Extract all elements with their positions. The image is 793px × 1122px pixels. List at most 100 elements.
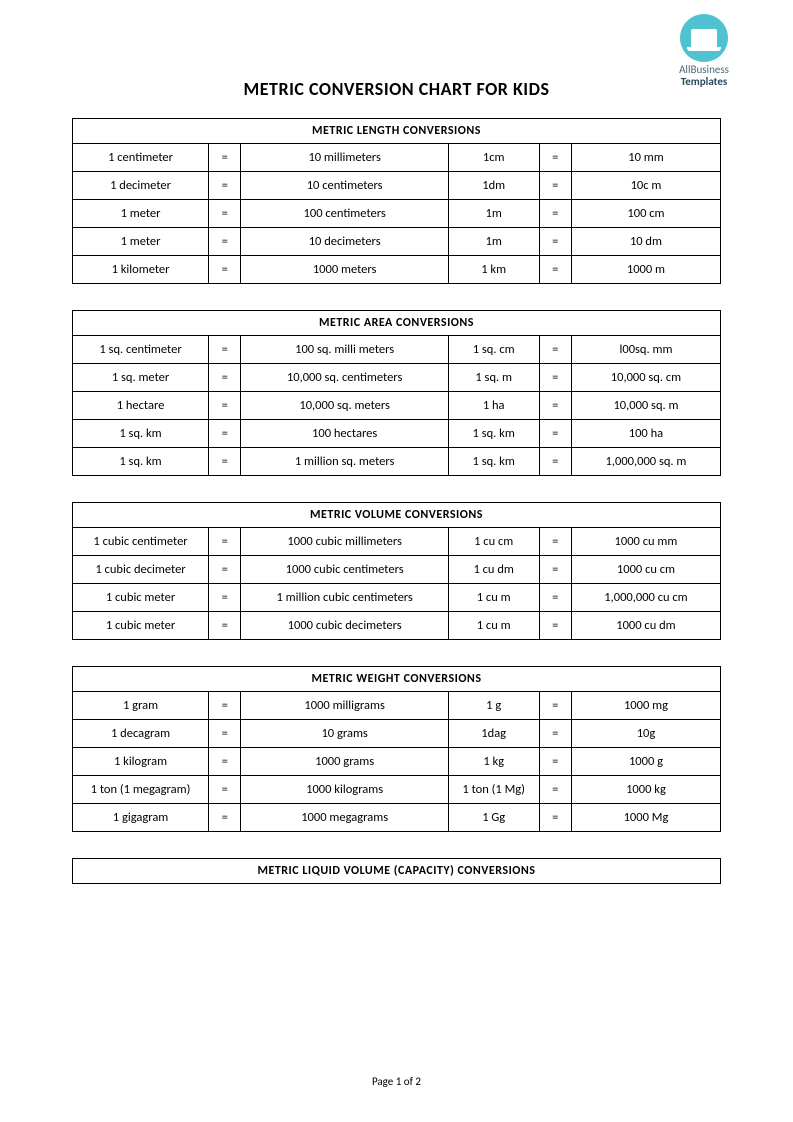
section-header: METRIC LENGTH CONVERSIONS: [73, 119, 721, 144]
unit-to: 1000 grams: [241, 748, 448, 776]
equals-sign: =: [209, 364, 241, 392]
logo-line2: Templates: [681, 75, 728, 88]
equals-sign: =: [539, 364, 571, 392]
table-row: 1 hectare=10,000 sq. meters1 ha=10,000 s…: [73, 392, 721, 420]
unit-from: 1 hectare: [73, 392, 209, 420]
equals-sign: =: [209, 172, 241, 200]
unit-to: 10 grams: [241, 720, 448, 748]
unit-from: 1 cubic meter: [73, 584, 209, 612]
abbrev-from: 1m: [448, 200, 539, 228]
abbrev-from: 1 sq. km: [448, 448, 539, 476]
abbrev-to: 10,000 sq. cm: [571, 364, 720, 392]
unit-to: 1 million cubic centimeters: [241, 584, 448, 612]
equals-sign: =: [539, 804, 571, 832]
unit-to: 10,000 sq. meters: [241, 392, 448, 420]
equals-sign: =: [209, 804, 241, 832]
equals-sign: =: [209, 256, 241, 284]
equals-sign: =: [209, 200, 241, 228]
unit-from: 1 gigagram: [73, 804, 209, 832]
equals-sign: =: [209, 584, 241, 612]
table-row: 1 kilogram=1000 grams1 kg=1000 g: [73, 748, 721, 776]
table-row: 1 gigagram=1000 megagrams1 Gg=1000 Mg: [73, 804, 721, 832]
equals-sign: =: [539, 448, 571, 476]
abbrev-to: 1000 cu cm: [571, 556, 720, 584]
unit-to: 100 centimeters: [241, 200, 448, 228]
logo-circle-icon: [680, 14, 728, 62]
unit-from: 1 kilogram: [73, 748, 209, 776]
unit-to: 100 hectares: [241, 420, 448, 448]
unit-to: 1000 meters: [241, 256, 448, 284]
equals-sign: =: [539, 720, 571, 748]
unit-to: 1 million sq. meters: [241, 448, 448, 476]
equals-sign: =: [539, 776, 571, 804]
tables-container: METRIC LENGTH CONVERSIONS1 centimeter=10…: [72, 118, 721, 884]
abbrev-to: 10g: [571, 720, 720, 748]
equals-sign: =: [209, 748, 241, 776]
table-row: 1 decagram=10 grams1dag=10g: [73, 720, 721, 748]
equals-sign: =: [539, 228, 571, 256]
unit-from: 1 sq. meter: [73, 364, 209, 392]
abbrev-from: 1 ton (1 Mg): [448, 776, 539, 804]
equals-sign: =: [539, 420, 571, 448]
table-row: 1 centimeter=10 millimeters1cm=10 mm: [73, 144, 721, 172]
abbrev-to: 1000 cu mm: [571, 528, 720, 556]
unit-from: 1 meter: [73, 200, 209, 228]
conversion-table: METRIC AREA CONVERSIONS1 sq. centimeter=…: [72, 310, 721, 476]
abbrev-to: 10,000 sq. m: [571, 392, 720, 420]
table-row: 1 cubic meter=1000 cubic decimeters1 cu …: [73, 612, 721, 640]
equals-sign: =: [209, 144, 241, 172]
unit-from: 1 meter: [73, 228, 209, 256]
abbrev-from: 1 cu m: [448, 612, 539, 640]
abbrev-to: 1000 Mg: [571, 804, 720, 832]
abbrev-to: 10 mm: [571, 144, 720, 172]
unit-to: 100 sq. milli meters: [241, 336, 448, 364]
equals-sign: =: [539, 172, 571, 200]
equals-sign: =: [539, 256, 571, 284]
conversion-table: METRIC VOLUME CONVERSIONS1 cubic centime…: [72, 502, 721, 640]
abbrev-from: 1 cu m: [448, 584, 539, 612]
abbrev-from: 1 sq. km: [448, 420, 539, 448]
section-header: METRIC WEIGHT CONVERSIONS: [73, 667, 721, 692]
equals-sign: =: [539, 748, 571, 776]
unit-from: 1 kilometer: [73, 256, 209, 284]
unit-to: 10 decimeters: [241, 228, 448, 256]
equals-sign: =: [209, 556, 241, 584]
abbrev-from: 1cm: [448, 144, 539, 172]
table-row: 1 sq. meter=10,000 sq. centimeters1 sq. …: [73, 364, 721, 392]
abbrev-from: 1 cu cm: [448, 528, 539, 556]
abbrev-from: 1 kg: [448, 748, 539, 776]
unit-to: 1000 kilograms: [241, 776, 448, 804]
unit-from: 1 sq. centimeter: [73, 336, 209, 364]
unit-to: 10 centimeters: [241, 172, 448, 200]
equals-sign: =: [209, 720, 241, 748]
unit-from: 1 gram: [73, 692, 209, 720]
equals-sign: =: [209, 692, 241, 720]
abbrev-from: 1 sq. m: [448, 364, 539, 392]
abbrev-from: 1 ha: [448, 392, 539, 420]
section-header: METRIC AREA CONVERSIONS: [73, 311, 721, 336]
equals-sign: =: [539, 584, 571, 612]
table-row: 1 ton (1 megagram) = 1000 kilograms1 ton (…: [73, 776, 721, 804]
abbrev-to: 100 cm: [571, 200, 720, 228]
table-row: 1 gram=1000 milligrams1 g=1000 mg: [73, 692, 721, 720]
unit-to: 1000 cubic millimeters: [241, 528, 448, 556]
equals-sign: =: [209, 448, 241, 476]
abbrev-to: 1000 m: [571, 256, 720, 284]
unit-from: 1 sq. km: [73, 448, 209, 476]
equals-sign: =: [209, 528, 241, 556]
equals-sign: =: [539, 392, 571, 420]
unit-from: 1 ton (1 megagram): [73, 776, 209, 804]
abbrev-from: 1 cu dm: [448, 556, 539, 584]
page-title: METRIC CONVERSION CHART FOR KIDS: [72, 78, 721, 100]
equals-sign: =: [539, 528, 571, 556]
logo-line1: AllBusiness: [679, 63, 729, 76]
page: AllBusinessTemplates METRIC CONVERSION C…: [0, 0, 793, 1122]
equals-sign: =: [209, 336, 241, 364]
equals-sign: =: [539, 612, 571, 640]
unit-from: 1 cubic decimeter: [73, 556, 209, 584]
abbrev-from: 1 sq. cm: [448, 336, 539, 364]
table-row: 1 kilometer=1000 meters1 km=1000 m: [73, 256, 721, 284]
equals-sign: =: [209, 612, 241, 640]
logo-text: AllBusinessTemplates: [659, 64, 749, 88]
equals-sign: =: [539, 692, 571, 720]
